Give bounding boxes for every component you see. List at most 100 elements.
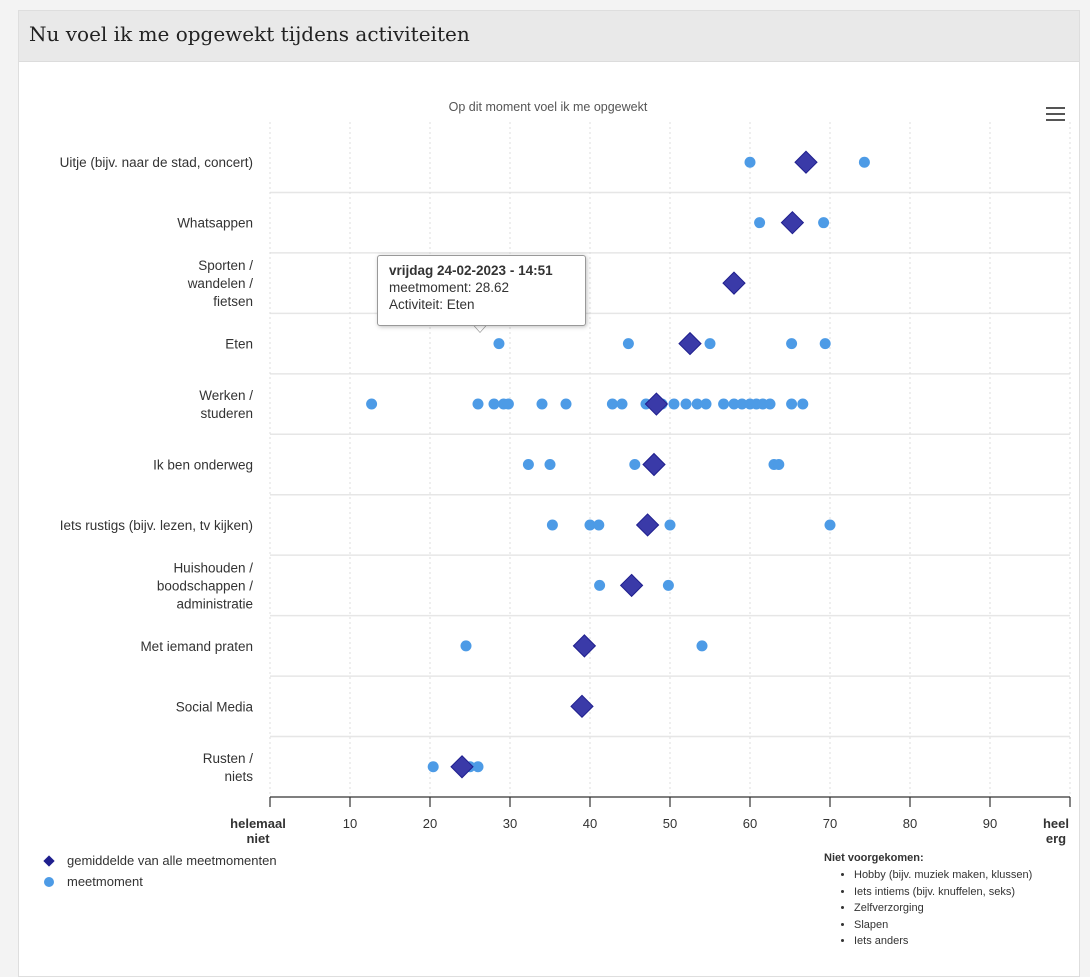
category-label: Werken / studeren [199, 388, 253, 421]
category-label: Sporten / wandelen / fietsen [187, 258, 254, 309]
data-point [797, 398, 809, 410]
note-item: Iets anders [854, 933, 1032, 950]
mean-marker [450, 755, 474, 779]
data-point [546, 519, 558, 531]
tooltip-arrow-inner [473, 324, 487, 332]
data-point [622, 338, 634, 350]
data-point [488, 398, 500, 410]
chart-title: Op dit moment voel ik me opgewekt [449, 100, 648, 114]
mean-marker [644, 392, 669, 416]
data-point [773, 459, 785, 470]
legend-item-point[interactable]: meetmoment [42, 871, 277, 892]
data-point [606, 398, 618, 410]
data-point [460, 640, 472, 652]
data-point [668, 398, 680, 410]
category-label: Uitje (bijv. naar de stad, concert) [60, 155, 253, 170]
mean-marker [794, 150, 818, 174]
category-label: Huishouden / boodschappen / administratie [157, 560, 253, 611]
legend-item-mean[interactable]: gemiddelde van alle meetmomenten [42, 850, 277, 871]
category-label: Social Media [176, 699, 254, 714]
data-point [744, 156, 756, 168]
mean-marker [619, 573, 644, 598]
x-tick-label: 50 [663, 816, 677, 831]
mean-marker [570, 694, 594, 719]
tooltip-activity: Activiteit: Eten [389, 297, 475, 312]
x-tick-label: heel erg [1043, 816, 1069, 846]
data-point [728, 398, 740, 410]
note-list: Hobby (bijv. muziek maken, klussen) Iets… [824, 867, 1032, 950]
data-point [824, 519, 836, 531]
x-tick-label: 90 [983, 816, 997, 831]
dot-icon [44, 876, 54, 887]
category-label: Whatsappen [177, 216, 253, 231]
data-point [680, 398, 692, 410]
data-point [736, 398, 748, 410]
card-header: Nu voel ik me opgewekt tijdens activitei… [19, 11, 1079, 62]
data-point [818, 217, 830, 229]
diamond-icon [43, 854, 55, 867]
data-point [502, 398, 514, 410]
mean-marker [635, 513, 660, 537]
legend-label-point: meetmoment [67, 874, 143, 889]
note-item: Hobby (bijv. muziek maken, klussen) [854, 867, 1032, 884]
data-point [594, 579, 606, 591]
category-label: Iets rustigs (bijv. lezen, tv kijken) [60, 518, 253, 533]
data-point [858, 156, 870, 168]
hamburger-menu-icon [1046, 107, 1065, 109]
mean-marker [780, 210, 805, 235]
data-point [629, 459, 641, 470]
not-occurred-note: Niet voorgekomen: Hobby (bijv. muziek ma… [824, 852, 1032, 950]
chart-menu-button[interactable] [1036, 100, 1076, 130]
mean-marker [572, 634, 597, 658]
page-title: Nu voel ik me opgewekt tijdens activitei… [29, 22, 470, 46]
data-point [700, 398, 712, 410]
tooltip-title: vrijdag 24-02-2023 - 14:51 [389, 263, 553, 278]
x-tick-label: 80 [903, 816, 917, 831]
data-point [584, 519, 596, 531]
data-point [493, 338, 505, 350]
data-point [427, 761, 439, 773]
x-tick-label: 20 [423, 816, 437, 831]
data-point [593, 519, 605, 531]
chart-legend: gemiddelde van alle meetmomenten meetmom… [42, 850, 277, 892]
note-item: Iets intiems (bijv. knuffelen, seks) [854, 884, 1032, 901]
category-label: Met iemand praten [140, 639, 253, 654]
x-tick-label: 10 [343, 816, 357, 831]
data-point [696, 640, 708, 652]
category-label: Ik ben onderweg [153, 458, 253, 473]
mean-marker [678, 331, 702, 356]
data-point [786, 338, 798, 350]
x-tick-label: 30 [503, 816, 517, 831]
chart-card: Nu voel ik me opgewekt tijdens activitei… [18, 10, 1080, 977]
data-point [718, 398, 730, 410]
data-point [616, 398, 628, 410]
mean-marker [642, 452, 666, 477]
data-point [691, 398, 703, 410]
data-point [472, 761, 484, 773]
x-tick-label: helemaal niet [230, 816, 286, 846]
data-point [704, 338, 716, 350]
data-point [544, 459, 556, 470]
note-title: Niet voorgekomen: [824, 852, 924, 864]
data-point [764, 398, 776, 410]
data-point [366, 398, 378, 410]
data-point [662, 579, 674, 591]
x-tick-label: 40 [583, 816, 597, 831]
point-tooltip: vrijdag 24-02-2023 - 14:51 meetmoment: 2… [377, 255, 586, 326]
note-item: Zelfverzorging [854, 900, 1032, 917]
note-item: Slapen [854, 917, 1032, 934]
x-tick-label: 60 [743, 816, 757, 831]
mean-marker [722, 271, 746, 295]
data-point [536, 398, 548, 410]
data-point [522, 459, 534, 470]
data-point [754, 217, 766, 229]
data-point [664, 519, 676, 531]
data-point [560, 398, 572, 410]
data-point [786, 398, 798, 410]
tooltip-value: meetmoment: 28.62 [389, 280, 510, 295]
data-point [472, 398, 484, 410]
data-point [819, 338, 831, 350]
legend-label-mean: gemiddelde van alle meetmomenten [67, 853, 277, 868]
category-label: Rusten / niets [203, 751, 254, 784]
